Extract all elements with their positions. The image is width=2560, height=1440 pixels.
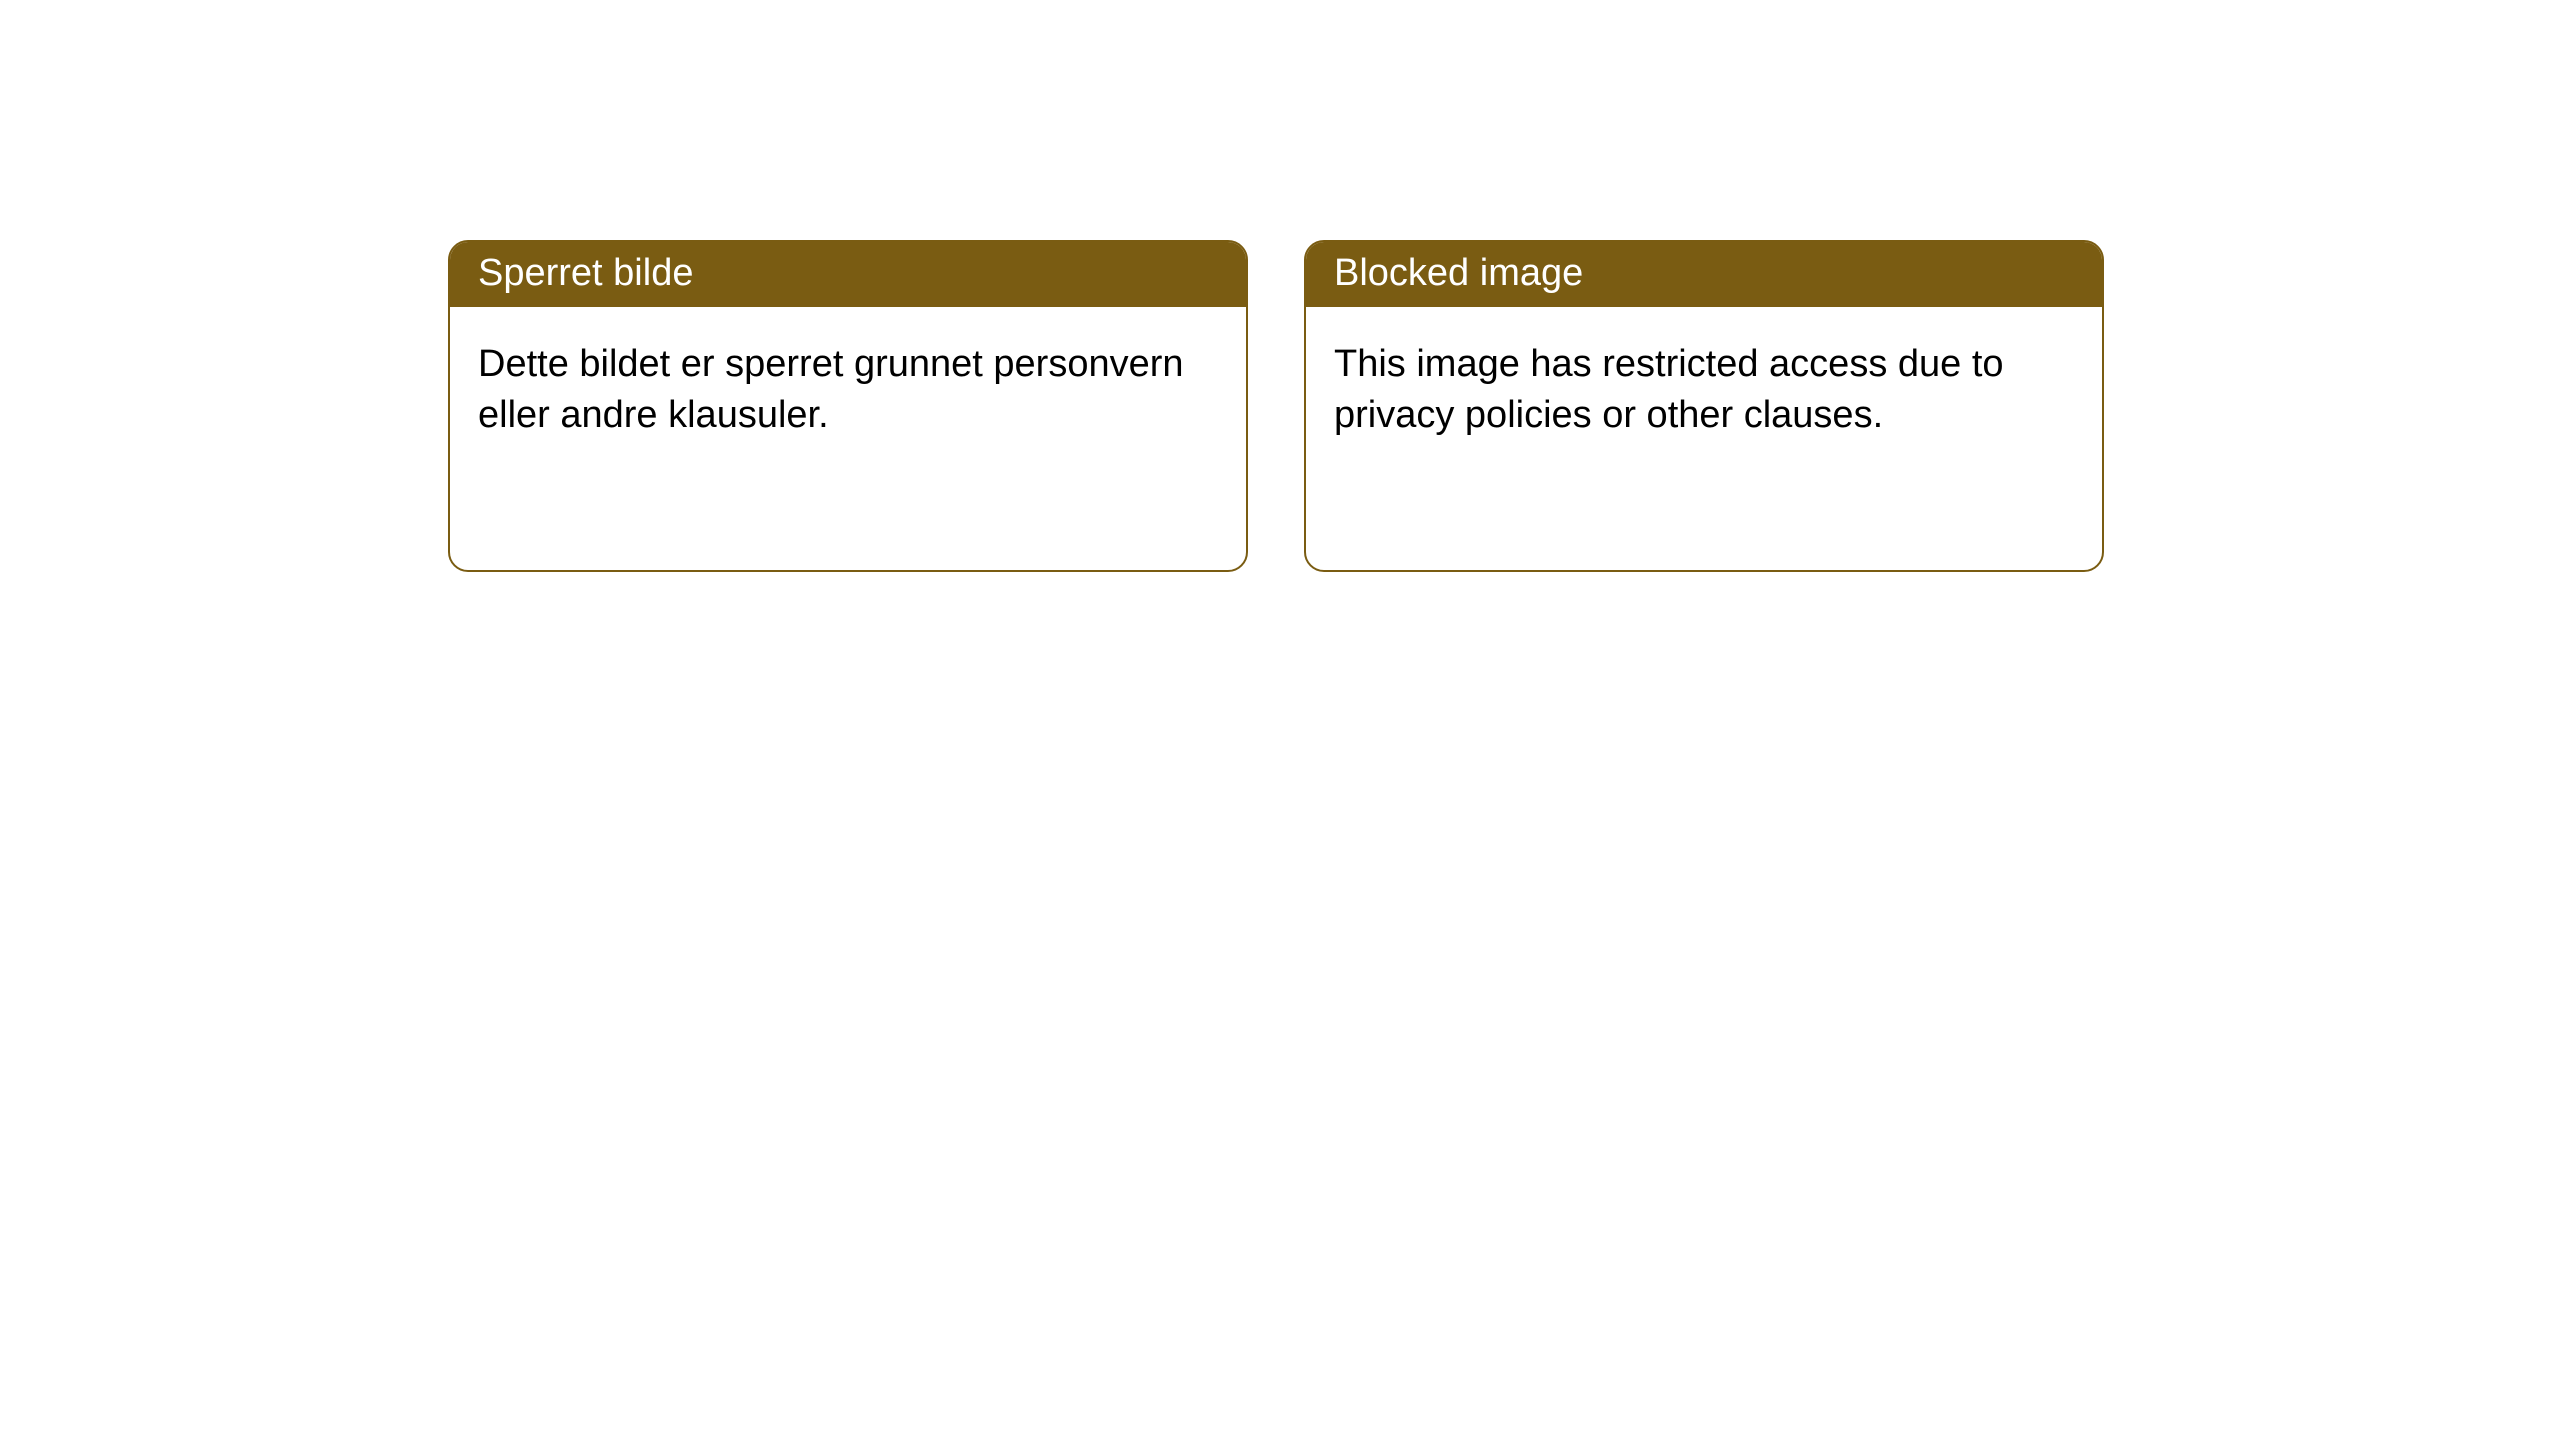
notice-card-norwegian: Sperret bilde Dette bildet er sperret gr… bbox=[448, 240, 1248, 572]
card-body: Dette bildet er sperret grunnet personve… bbox=[450, 307, 1246, 474]
card-title: Sperret bilde bbox=[478, 252, 693, 294]
card-body: This image has restricted access due to … bbox=[1306, 307, 2102, 474]
notice-container: Sperret bilde Dette bildet er sperret gr… bbox=[0, 0, 2560, 572]
notice-card-english: Blocked image This image has restricted … bbox=[1304, 240, 2104, 572]
card-body-text: This image has restricted access due to … bbox=[1334, 343, 2004, 436]
card-header: Blocked image bbox=[1306, 242, 2102, 307]
card-header: Sperret bilde bbox=[450, 242, 1246, 307]
card-body-text: Dette bildet er sperret grunnet personve… bbox=[478, 343, 1184, 436]
card-title: Blocked image bbox=[1334, 252, 1583, 294]
